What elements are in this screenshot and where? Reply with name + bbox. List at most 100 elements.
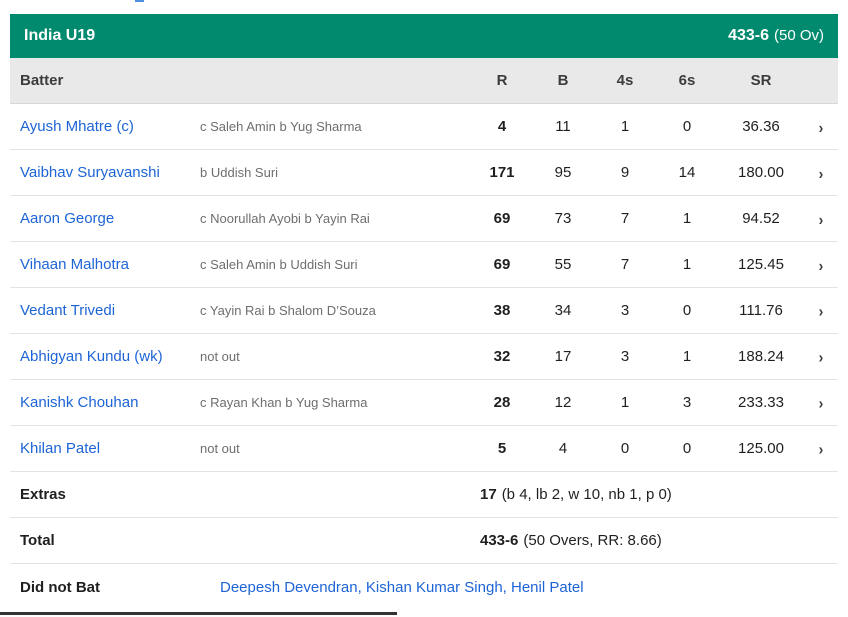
balls-value: 34 <box>554 302 572 319</box>
dismissal-text: c Rayan Khan b Yug Sharma <box>200 395 368 410</box>
column-header-runs: R <box>496 72 508 89</box>
fours-value: 0 <box>620 440 630 457</box>
runs-value: 69 <box>493 256 511 273</box>
dismissal-text: c Saleh Amin b Uddish Suri <box>200 257 358 272</box>
team-score-runs: 433-6 <box>728 27 769 44</box>
fours-value: 7 <box>620 256 630 273</box>
sixes-value: 1 <box>682 348 692 365</box>
runs-value: 38 <box>493 302 511 319</box>
fours-value: 9 <box>620 164 630 181</box>
innings-scorecard: India U19 433-6 (50 Ov) Batter R B 4s 6s… <box>10 14 838 610</box>
chevron-right-icon[interactable]: › <box>818 255 824 274</box>
runs-value: 4 <box>497 118 507 135</box>
column-header-balls: B <box>557 72 569 89</box>
strike-rate-value: 180.00 <box>738 164 784 181</box>
batter-name-link[interactable]: Vaibhav Suryavanshi <box>20 164 160 181</box>
sixes-value: 14 <box>678 164 696 181</box>
sixes-value: 1 <box>682 256 692 273</box>
total-label: Total <box>20 532 55 549</box>
fours-value: 1 <box>620 394 630 411</box>
extras-row: Extras 17 (b 4, lb 2, w 10, nb 1, p 0) <box>10 472 838 518</box>
sixes-value: 0 <box>682 302 692 319</box>
column-header-sixes: 6s <box>678 72 696 89</box>
strike-rate-value: 188.24 <box>738 348 784 365</box>
did-not-bat-links[interactable]: Deepesh Devendran, Kishan Kumar Singh, H… <box>220 578 584 596</box>
strike-rate-value: 233.33 <box>738 394 784 411</box>
strike-rate-value: 125.00 <box>738 440 784 457</box>
column-header-batter: Batter <box>20 72 64 89</box>
chevron-right-icon[interactable]: › <box>818 393 824 412</box>
sixes-value: 0 <box>682 440 692 457</box>
runs-value: 5 <box>497 440 507 457</box>
batter-name-link[interactable]: Khilan Patel <box>20 440 101 457</box>
total-score: 433-6 <box>480 532 519 549</box>
batter-row[interactable]: Vedant Trivedi c Yayin Rai b Shalom D’So… <box>10 288 838 334</box>
batter-row[interactable]: Abhigyan Kundu (wk) not out 32 17 3 1 18… <box>10 334 838 380</box>
strike-rate-value: 94.52 <box>742 210 780 227</box>
extras-total: 17 <box>480 486 497 503</box>
sixes-value: 1 <box>682 210 692 227</box>
balls-value: 95 <box>554 164 572 181</box>
dismissal-text: c Noorullah Ayobi b Yayin Rai <box>200 211 370 226</box>
team-score-bar: India U19 433-6 (50 Ov) <box>10 14 838 58</box>
balls-value: 17 <box>554 348 572 365</box>
batter-name-link[interactable]: Vihaan Malhotra <box>20 256 129 273</box>
column-header-fours: 4s <box>616 72 634 89</box>
column-header-row: Batter R B 4s 6s SR <box>10 58 838 104</box>
column-header-strike-rate: SR <box>750 72 772 89</box>
cropped-top-element <box>135 0 144 2</box>
chevron-right-icon[interactable]: › <box>818 209 824 228</box>
chevron-right-icon[interactable]: › <box>818 163 824 182</box>
team-name: India U19 <box>24 27 96 44</box>
runs-value: 32 <box>493 348 511 365</box>
chevron-right-icon[interactable]: › <box>818 439 824 458</box>
fours-value: 3 <box>620 348 630 365</box>
dismissal-text: c Saleh Amin b Yug Sharma <box>200 119 362 134</box>
balls-value: 12 <box>554 394 572 411</box>
chevron-right-icon[interactable]: › <box>818 301 824 320</box>
runs-value: 69 <box>493 210 511 227</box>
total-value: 433-6 (50 Overs, RR: 8.66) <box>480 532 662 549</box>
team-score-overs: (50 Ov) <box>773 27 824 44</box>
batter-name-link[interactable]: Aaron George <box>20 210 115 227</box>
dismissal-text: not out <box>200 349 240 364</box>
extras-detail: (b 4, lb 2, w 10, nb 1, p 0) <box>501 486 672 503</box>
cropped-bottom-divider <box>0 612 397 615</box>
batter-row[interactable]: Aaron George c Noorullah Ayobi b Yayin R… <box>10 196 838 242</box>
strike-rate-value: 125.45 <box>738 256 784 273</box>
balls-value: 55 <box>554 256 572 273</box>
extras-value: 17 (b 4, lb 2, w 10, nb 1, p 0) <box>480 486 672 503</box>
chevron-right-icon[interactable]: › <box>818 347 824 366</box>
batter-name-link[interactable]: Vedant Trivedi <box>20 302 116 319</box>
chevron-right-icon[interactable]: › <box>818 117 824 136</box>
strike-rate-value: 36.36 <box>742 118 780 135</box>
balls-value: 73 <box>554 210 572 227</box>
did-not-bat-row: Did not Bat Deepesh Devendran, Kishan Ku… <box>10 564 838 610</box>
dismissal-text: b Uddish Suri <box>200 165 279 180</box>
sixes-value: 3 <box>682 394 692 411</box>
dismissal-text: c Yayin Rai b Shalom D’Souza <box>200 303 376 318</box>
total-row: Total 433-6 (50 Overs, RR: 8.66) <box>10 518 838 564</box>
batter-rows-container: Ayush Mhatre (c) c Saleh Amin b Yug Shar… <box>10 104 838 472</box>
extras-label: Extras <box>20 486 66 503</box>
batter-row[interactable]: Ayush Mhatre (c) c Saleh Amin b Yug Shar… <box>10 104 838 150</box>
batter-row[interactable]: Vaibhav Suryavanshi b Uddish Suri 171 95… <box>10 150 838 196</box>
batter-name-link[interactable]: Abhigyan Kundu (wk) <box>20 348 163 365</box>
fours-value: 3 <box>620 302 630 319</box>
balls-value: 4 <box>558 440 568 457</box>
strike-rate-value: 111.76 <box>739 302 783 319</box>
balls-value: 11 <box>555 118 571 135</box>
batter-row[interactable]: Khilan Patel not out 5 4 0 0 125.00 › <box>10 426 838 472</box>
total-detail: (50 Overs, RR: 8.66) <box>523 532 662 549</box>
batter-row[interactable]: Kanishk Chouhan c Rayan Khan b Yug Sharm… <box>10 380 838 426</box>
runs-value: 171 <box>489 164 515 181</box>
fours-value: 7 <box>620 210 630 227</box>
team-score: 433-6 (50 Ov) <box>728 27 824 45</box>
did-not-bat-label: Did not Bat <box>20 578 100 596</box>
batter-name-link[interactable]: Kanishk Chouhan <box>20 394 139 411</box>
batter-row[interactable]: Vihaan Malhotra c Saleh Amin b Uddish Su… <box>10 242 838 288</box>
runs-value: 28 <box>493 394 511 411</box>
batter-name-link[interactable]: Ayush Mhatre (c) <box>20 118 134 135</box>
sixes-value: 0 <box>682 118 692 135</box>
dismissal-text: not out <box>200 441 240 456</box>
